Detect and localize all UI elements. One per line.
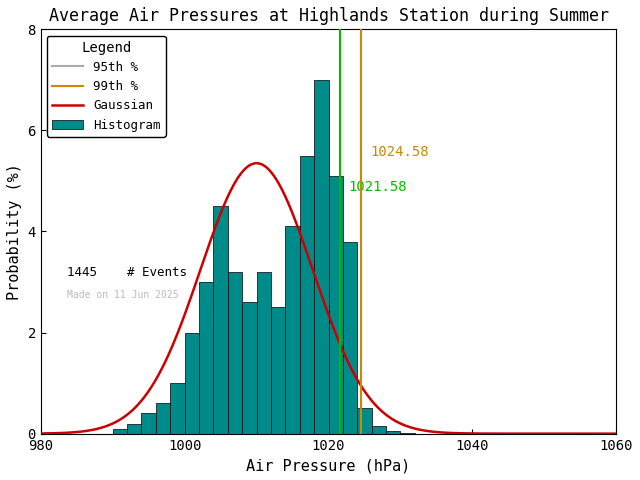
Bar <box>328 176 343 433</box>
Bar <box>127 423 141 433</box>
Bar <box>357 408 372 433</box>
Text: 1024.58: 1024.58 <box>370 144 429 159</box>
Y-axis label: Probability (%): Probability (%) <box>7 163 22 300</box>
Bar <box>300 156 314 433</box>
Bar <box>170 383 184 433</box>
Text: Made on 11 Jun 2025: Made on 11 Jun 2025 <box>67 290 179 300</box>
Text: 1445    # Events: 1445 # Events <box>67 266 187 279</box>
Bar <box>372 426 386 433</box>
Bar <box>343 241 357 433</box>
Title: Average Air Pressures at Highlands Station during Summer: Average Air Pressures at Highlands Stati… <box>49 7 609 25</box>
Text: 1021.58: 1021.58 <box>349 180 407 194</box>
X-axis label: Air Pressure (hPa): Air Pressure (hPa) <box>246 458 411 473</box>
Bar <box>228 272 242 433</box>
Bar <box>257 272 271 433</box>
Bar <box>156 403 170 433</box>
Legend: 95th %, 99th %, Gaussian, Histogram: 95th %, 99th %, Gaussian, Histogram <box>47 36 166 136</box>
Bar <box>271 307 285 433</box>
Bar <box>213 206 228 433</box>
Bar <box>401 432 415 433</box>
Bar <box>285 227 300 433</box>
Bar <box>184 333 199 433</box>
Bar <box>314 80 328 433</box>
Bar <box>199 282 213 433</box>
Bar <box>113 429 127 433</box>
Bar <box>242 302 257 433</box>
Bar <box>141 413 156 433</box>
Bar <box>386 431 401 433</box>
